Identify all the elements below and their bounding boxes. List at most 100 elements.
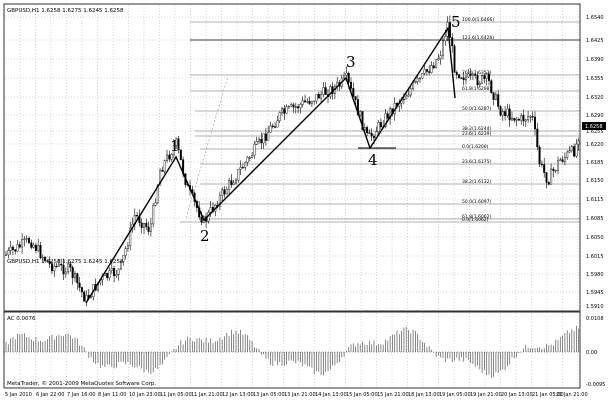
candle-body — [455, 72, 458, 75]
wave-label-2: 2 — [200, 227, 210, 245]
candle-body — [515, 119, 518, 121]
candle-body — [428, 71, 431, 73]
candle-body — [248, 157, 251, 159]
candle-body — [563, 157, 566, 162]
fib-level-label: 23.6(1.6175) — [462, 159, 492, 165]
candle-body — [409, 88, 412, 96]
fib-level-label: 38.2(1.6244) — [462, 126, 492, 132]
x-tick-label: 11 Jan 21:00 — [191, 392, 223, 398]
candle-body — [384, 113, 387, 127]
x-tick-label: 5 Jan 2010 — [5, 392, 32, 398]
candle-body — [129, 227, 132, 247]
x-tick-label: 13 Jan 21:00 — [284, 392, 316, 398]
candle-body — [297, 106, 300, 109]
candle-body — [168, 154, 171, 160]
candle-body — [483, 75, 486, 79]
candle-body — [354, 96, 357, 100]
candle-body — [425, 69, 428, 72]
fib-level-label: 23.6(1.6239) — [462, 131, 492, 137]
time-axis[interactable]: 5 Jan 2010 6 Jan 22:00 7 Jan 16:00 8 Jan… — [5, 392, 588, 398]
price-axis[interactable]: 1.6540 1.6425 1.6390 1.6355 1.6320 1.629… — [586, 15, 604, 310]
candle-body — [488, 73, 491, 81]
candle-body — [467, 73, 470, 78]
accelerator-oscillator-histogram — [5, 325, 580, 378]
y-tick-label: 1.6390 — [586, 57, 604, 63]
candle-body — [9, 246, 12, 251]
fib-level-label: 50.0(1.6287) — [462, 106, 492, 112]
candle-body — [32, 244, 35, 248]
candle-body — [21, 239, 24, 248]
candle-body — [547, 182, 550, 185]
candle-body — [64, 271, 67, 275]
candle-body — [106, 272, 109, 279]
candle-body — [83, 291, 86, 302]
candle-body — [308, 101, 311, 104]
candle-body — [534, 116, 537, 130]
y-tick-label: 1.5910 — [586, 304, 604, 310]
candle-body — [113, 268, 116, 277]
candle-body — [552, 168, 555, 171]
candle-body — [51, 263, 54, 272]
candle-body — [281, 108, 284, 113]
candle-body — [7, 250, 10, 256]
candle-body — [478, 82, 481, 86]
y-tick-label: 1.6115 — [586, 197, 604, 203]
candle-body — [345, 72, 348, 76]
ac-axis-label-top: 0.0108 — [586, 316, 604, 322]
candle-body — [221, 189, 224, 196]
candle-body — [159, 169, 162, 186]
indicator-frame — [3, 311, 581, 389]
candle-body — [271, 125, 274, 127]
y-tick-label: 1.5945 — [586, 290, 604, 296]
candle-body — [350, 82, 353, 89]
candle-body — [67, 263, 70, 273]
candle-body — [577, 140, 580, 145]
candle-body — [499, 106, 502, 116]
candle-body — [474, 73, 477, 76]
candle-body — [287, 106, 290, 108]
candle-body — [554, 170, 557, 172]
wave-label-1: 1 — [170, 137, 180, 155]
candle-body — [421, 73, 424, 79]
fan-line — [185, 75, 229, 219]
y-tick-label: 1.6085 — [586, 216, 604, 222]
y-tick-label: 1.6150 — [586, 178, 604, 184]
current-price-label: 1.6258 — [585, 124, 603, 130]
candle-body — [228, 180, 231, 190]
candle-body — [251, 155, 254, 158]
candle-body — [313, 100, 316, 102]
candle-body — [501, 111, 504, 116]
candle-body — [163, 160, 166, 172]
main-chart-frame — [3, 3, 581, 312]
candle-body — [416, 78, 419, 82]
candle-body — [471, 73, 474, 76]
candle-body — [154, 202, 157, 206]
y-tick-label: 1.6320 — [586, 95, 604, 101]
candle-body — [543, 164, 546, 173]
candle-body — [46, 260, 49, 262]
candle-body — [122, 255, 125, 262]
fib-level-label: 100.0(1.6466) — [462, 17, 494, 23]
candle-body — [435, 59, 438, 68]
candle-body — [44, 257, 47, 261]
candle-body — [172, 145, 175, 155]
candle-body — [513, 117, 516, 121]
x-tick-label: 13 Jan 05:00 — [253, 392, 285, 398]
candle-body — [465, 76, 468, 81]
fib-level-label: 61.8(1.6062) — [462, 214, 492, 220]
candle-body — [492, 92, 495, 100]
candle-body — [145, 223, 148, 228]
candle-body — [557, 160, 560, 171]
candle-body — [223, 189, 226, 195]
candle-body — [290, 104, 293, 107]
candle-body — [246, 157, 249, 163]
candle-body — [55, 265, 58, 268]
candle-body — [485, 73, 488, 79]
candle-body — [442, 40, 445, 56]
fib-level-label: 61.8(1.6298) — [462, 86, 492, 92]
y-tick-label: 1.6425 — [586, 38, 604, 44]
candle-body — [377, 122, 380, 132]
indicator-grid-lines — [19, 313, 579, 387]
x-tick-label: 11 Jan 05:00 — [160, 392, 192, 398]
